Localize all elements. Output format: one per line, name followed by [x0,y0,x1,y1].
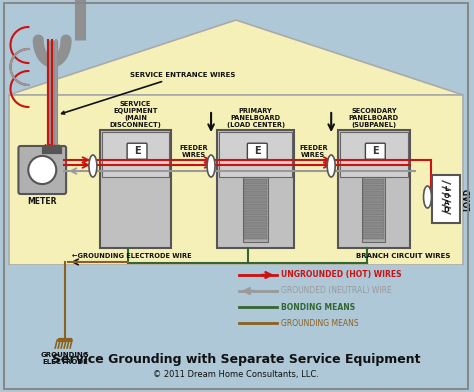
Bar [364,234,384,239]
Circle shape [28,156,56,184]
Bar [244,203,267,209]
Text: SECONDARY
PANELBOARD
(SUBPANEL): SECONDARY PANELBOARD (SUBPANEL) [349,108,399,128]
Bar [244,191,267,196]
Bar [102,132,169,177]
Bar [219,132,292,177]
Text: Service Grounding with Separate Service Equipment: Service Grounding with Separate Service … [52,354,420,367]
Text: METER: METER [27,197,57,206]
Text: BONDING MEANS: BONDING MEANS [281,303,355,312]
Bar [364,222,384,227]
Text: GROUNDED (NEUTRAL) WIRE: GROUNDED (NEUTRAL) WIRE [281,287,392,296]
Bar [9,95,463,265]
Bar [100,130,171,248]
Text: FEEDER
WIRES: FEEDER WIRES [299,145,328,158]
Text: UNGROUNDED (HOT) WIRES: UNGROUNDED (HOT) WIRES [281,270,401,279]
Text: E: E [372,146,379,156]
Ellipse shape [327,155,335,177]
Bar [244,216,267,221]
Text: SERVICE ENTRANCE WIRES: SERVICE ENTRANCE WIRES [62,72,235,114]
Bar [432,175,460,223]
FancyBboxPatch shape [247,143,267,159]
Text: LOAD: LOAD [463,187,472,211]
Bar [364,203,384,209]
Text: PRIMARY
PANELBOARD
(LOAD CENTER): PRIMARY PANELBOARD (LOAD CENTER) [227,108,285,128]
Ellipse shape [207,155,215,177]
Ellipse shape [89,155,97,177]
Bar [364,185,384,191]
Text: GROUNDING MEANS: GROUNDING MEANS [281,318,358,327]
Text: E: E [134,146,140,156]
Bar [364,228,384,233]
Bar [244,185,267,191]
Bar [217,130,294,248]
Text: © 2011 Dream Home Consultants, LLC.: © 2011 Dream Home Consultants, LLC. [153,370,319,379]
Bar [364,216,384,221]
FancyBboxPatch shape [18,146,66,194]
Bar [244,179,267,184]
Bar [364,191,384,196]
Bar [364,210,384,215]
Bar [340,132,408,177]
Bar [244,228,267,233]
Text: SERVICE
EQUIPMENT
(MAIN
DISCONNECT): SERVICE EQUIPMENT (MAIN DISCONNECT) [109,101,162,128]
Bar [364,198,384,203]
Text: BRANCH CIRCUIT WIRES: BRANCH CIRCUIT WIRES [356,253,451,259]
Text: ←GROUNDING ELECTRODE WIRE: ←GROUNDING ELECTRODE WIRE [72,253,191,259]
Bar [243,177,268,242]
Ellipse shape [424,186,431,208]
Text: E: E [254,146,261,156]
Bar [244,234,267,239]
Text: L
O
A
D: L O A D [443,185,449,212]
Bar [363,177,385,242]
Bar [338,130,410,248]
Polygon shape [9,20,463,95]
Text: GROUNDING
ELECTRODE: GROUNDING ELECTRODE [41,352,90,365]
FancyBboxPatch shape [127,143,147,159]
Text: FEEDER
WIRES: FEEDER WIRES [180,145,209,158]
Bar [244,222,267,227]
Bar [9,265,463,385]
Bar [244,210,267,215]
Bar [364,179,384,184]
FancyBboxPatch shape [365,143,385,159]
Bar [244,198,267,203]
